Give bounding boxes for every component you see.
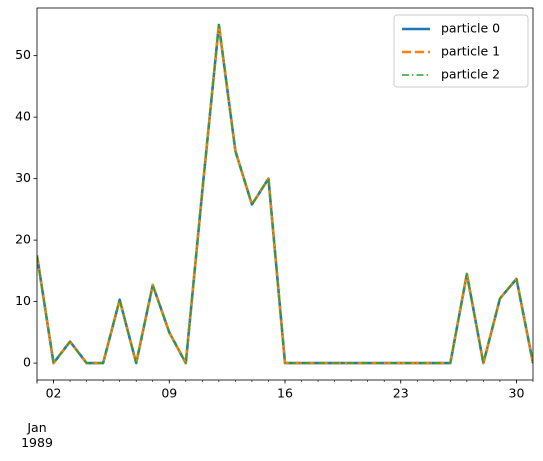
axes-frame xyxy=(36,7,534,381)
legend-label: particle 0 xyxy=(441,21,500,36)
series-line xyxy=(37,24,533,364)
legend-label: particle 2 xyxy=(441,67,500,82)
plot xyxy=(37,23,533,365)
x-tick-label: 02 xyxy=(46,386,62,401)
y-tick-label: 20 xyxy=(15,232,31,247)
x-tick-label: 23 xyxy=(393,386,409,401)
y-tick-label: 40 xyxy=(15,109,31,124)
x-tick-label: 30 xyxy=(509,386,525,401)
y-tick-label: 50 xyxy=(15,47,31,62)
x-tick-label: 16 xyxy=(277,386,293,401)
y-tick-label: 10 xyxy=(15,293,31,308)
y-tick-label: 30 xyxy=(15,170,31,185)
legend-label: particle 1 xyxy=(441,44,500,59)
x-tick-label: 09 xyxy=(161,386,177,401)
y-tick-label: 0 xyxy=(23,355,31,370)
x-tick-label: Jan 1989 xyxy=(21,420,53,450)
legend-box xyxy=(393,14,529,88)
